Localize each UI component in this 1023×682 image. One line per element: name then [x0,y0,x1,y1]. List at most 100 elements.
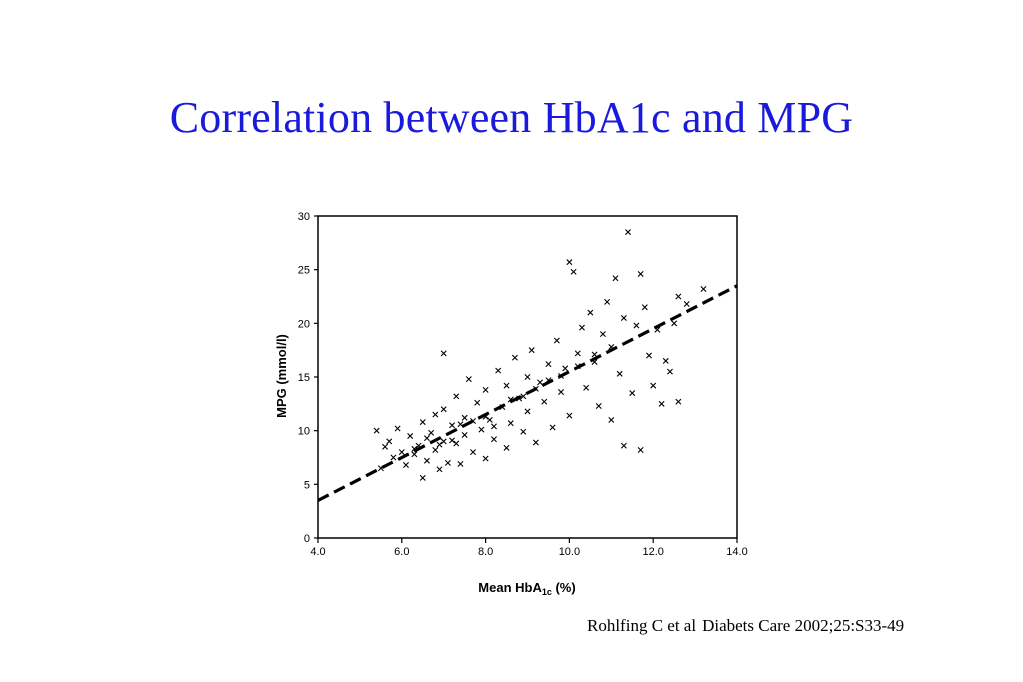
x-tick-label: 14.0 [726,546,747,558]
data-point [625,229,632,236]
x-tick-label: 4.0 [310,546,325,558]
data-point [440,438,447,445]
data-point [432,446,439,453]
y-tick-label: 25 [298,265,310,277]
data-point [620,314,627,321]
data-point [524,374,531,380]
data-point [646,352,652,359]
data-point [574,350,581,357]
data-point [662,357,669,364]
y-tick-label: 20 [298,318,310,330]
data-point [486,416,493,423]
x-tick-label: 10.0 [559,546,580,558]
data-point [620,442,627,449]
data-point [545,361,552,368]
data-point [570,268,577,275]
data-point [453,393,460,400]
data-point [658,400,665,407]
data-point [428,429,435,436]
trendline [317,284,738,502]
x-tick-label: 6.0 [394,546,409,558]
data-point [637,446,644,453]
data-point [444,459,451,466]
data-point [578,324,585,331]
x-tick-label: 12.0 [642,546,663,558]
data-point [675,398,682,405]
data-point [482,386,489,393]
data-point [604,298,611,305]
y-tick-label: 0 [304,533,310,545]
data-point [671,320,678,327]
slide-title: Correlation between HbA1c and MPG [169,93,854,142]
data-point [478,426,485,433]
data-point [650,382,657,389]
data-points [373,229,707,481]
y-tick-label: 5 [304,479,310,491]
data-point [528,347,535,354]
data-point [524,408,531,415]
data-point [587,309,594,316]
data-point [595,402,602,409]
data-point [398,449,405,456]
data-point [490,423,497,430]
data-point [633,322,640,329]
data-point [453,440,460,447]
citation-authors: Rohlfing C et al [587,616,697,635]
data-point [511,354,518,361]
data-point [440,350,447,357]
data-point [507,420,514,427]
data-point [386,438,393,445]
data-point [474,399,481,406]
data-point [562,365,569,372]
trendline-group [317,284,738,502]
data-point [436,466,443,473]
x-axis-title-subscript: 1c [542,587,552,597]
y-tick-label: 30 [298,211,310,223]
x-axis-title-unit: (%) [552,580,576,595]
data-point [465,376,472,383]
x-tick-label: 8.0 [478,546,493,558]
data-point [461,431,468,438]
x-axis: 4.0 6.0 8.0 10.0 12.0 14.0 [310,538,748,558]
x-axis-title: Mean HbA1c (%) [478,580,575,597]
data-point [616,370,623,377]
data-point [700,285,707,292]
data-point [436,441,443,448]
data-point [503,382,510,389]
data-point [461,414,468,421]
data-point [482,455,489,462]
data-point [449,422,456,429]
data-point [683,301,690,308]
data-point [583,384,590,391]
data-point [382,443,389,450]
data-point [457,460,464,467]
data-point [666,368,673,375]
data-point [629,390,636,397]
data-point [641,304,648,311]
data-point [612,275,619,282]
y-tick-label: 10 [298,426,310,438]
data-point [532,439,539,446]
data-point [558,389,565,396]
data-point [553,337,560,344]
data-point [440,406,447,413]
y-axis-title: MPG (mmol/l) [274,334,289,418]
data-point [549,424,556,431]
data-point [432,411,439,418]
data-point [566,259,573,266]
data-point [520,428,527,435]
data-point [419,474,426,481]
citation: Rohlfing C et al Diabets Care 2002;25:S33… [587,616,904,636]
data-point [390,454,397,461]
data-point [599,331,606,338]
data-point [490,436,497,443]
y-axis: 0 5 10 15 20 25 30 [298,211,318,545]
data-point [419,419,426,426]
y-tick-label: 15 [298,372,310,384]
data-point [449,437,456,444]
data-point [403,462,409,469]
data-point [520,393,527,400]
data-point [675,293,682,300]
data-point [423,457,430,464]
